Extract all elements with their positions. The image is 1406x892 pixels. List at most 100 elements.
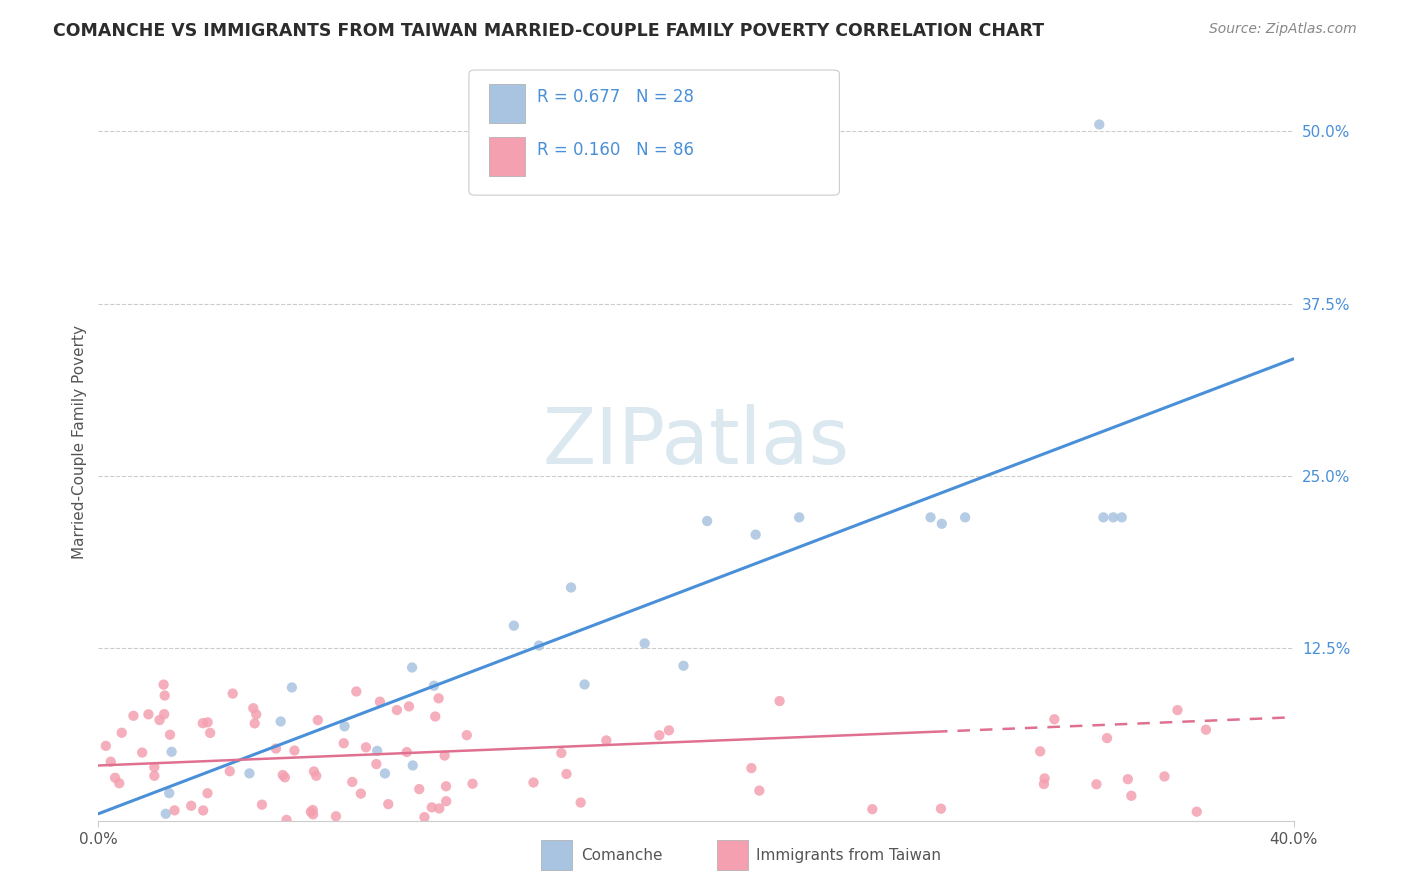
Point xyxy=(555,767,578,781)
Point xyxy=(748,783,770,797)
Point xyxy=(271,768,294,782)
Point xyxy=(1195,723,1218,737)
Point xyxy=(860,802,883,816)
FancyBboxPatch shape xyxy=(489,136,524,177)
Point xyxy=(191,804,214,818)
Point xyxy=(425,709,447,723)
Point xyxy=(283,743,305,757)
Point xyxy=(332,736,354,750)
Point xyxy=(1088,118,1111,132)
Point xyxy=(307,713,329,727)
Point xyxy=(197,715,219,730)
Point xyxy=(250,797,273,812)
Point xyxy=(157,786,180,800)
Point xyxy=(456,728,478,742)
Point xyxy=(122,708,145,723)
Point xyxy=(143,760,166,774)
Text: R = 0.160   N = 86: R = 0.160 N = 86 xyxy=(537,141,695,159)
Point xyxy=(152,677,174,691)
Point xyxy=(595,733,617,747)
Point xyxy=(1029,744,1052,758)
Point xyxy=(502,618,524,632)
Point xyxy=(768,694,790,708)
Point xyxy=(1092,510,1115,524)
Point xyxy=(155,806,177,821)
Point xyxy=(245,707,267,722)
Point xyxy=(366,744,388,758)
Point xyxy=(104,771,127,785)
Point xyxy=(377,797,399,812)
Point xyxy=(276,813,298,827)
Point xyxy=(344,684,367,698)
Point xyxy=(368,695,391,709)
Point xyxy=(222,687,245,701)
Point xyxy=(787,510,810,524)
Text: ZIPatlas: ZIPatlas xyxy=(543,403,849,480)
Point xyxy=(527,639,550,653)
Point xyxy=(354,740,377,755)
Point xyxy=(100,755,122,769)
Point xyxy=(648,728,671,742)
Point xyxy=(423,679,446,693)
Point xyxy=(180,798,202,813)
Point xyxy=(325,809,347,823)
Point xyxy=(402,758,425,772)
Point xyxy=(574,677,596,691)
Point xyxy=(385,703,408,717)
Point xyxy=(242,701,264,715)
Point xyxy=(1102,510,1125,524)
Point xyxy=(413,810,436,824)
Point xyxy=(138,707,160,722)
Point xyxy=(401,660,423,674)
Point xyxy=(163,803,186,817)
Point xyxy=(198,726,221,740)
Point xyxy=(929,802,952,816)
Point xyxy=(301,803,323,817)
Point xyxy=(1111,510,1133,524)
Point xyxy=(1085,777,1108,791)
Point xyxy=(953,510,976,524)
Text: R = 0.677   N = 28: R = 0.677 N = 28 xyxy=(537,87,695,105)
Point xyxy=(342,775,364,789)
Point xyxy=(427,691,450,706)
Point xyxy=(1032,777,1054,791)
Point xyxy=(931,516,953,531)
Point xyxy=(569,796,592,810)
Point xyxy=(672,658,695,673)
Point xyxy=(108,776,131,790)
Point xyxy=(218,764,240,779)
Point xyxy=(153,689,176,703)
Point xyxy=(395,745,418,759)
Point xyxy=(191,716,214,731)
Point xyxy=(264,741,287,756)
Point xyxy=(420,800,443,814)
Point xyxy=(434,794,457,808)
Point xyxy=(1033,772,1056,786)
Point xyxy=(1166,703,1188,717)
Point xyxy=(658,723,681,738)
FancyBboxPatch shape xyxy=(470,70,839,195)
Point xyxy=(143,769,166,783)
Text: Source: ZipAtlas.com: Source: ZipAtlas.com xyxy=(1209,22,1357,37)
Point xyxy=(1043,712,1066,726)
Point xyxy=(461,777,484,791)
Point xyxy=(1116,772,1139,787)
Point xyxy=(159,728,181,742)
Point xyxy=(433,748,456,763)
Y-axis label: Married-Couple Family Poverty: Married-Couple Family Poverty xyxy=(72,325,87,558)
Point xyxy=(350,787,373,801)
Point xyxy=(550,746,572,760)
Text: Immigrants from Taiwan: Immigrants from Taiwan xyxy=(756,848,942,863)
Point xyxy=(522,775,544,789)
Point xyxy=(281,681,304,695)
Text: COMANCHE VS IMMIGRANTS FROM TAIWAN MARRIED-COUPLE FAMILY POVERTY CORRELATION CHA: COMANCHE VS IMMIGRANTS FROM TAIWAN MARRI… xyxy=(53,22,1045,40)
Point xyxy=(744,527,766,541)
Point xyxy=(1095,731,1118,745)
Point xyxy=(94,739,117,753)
Point xyxy=(148,713,170,727)
Point xyxy=(427,801,450,815)
Point xyxy=(270,714,292,729)
Point xyxy=(274,770,297,784)
Point xyxy=(299,805,322,819)
Point xyxy=(374,766,396,780)
